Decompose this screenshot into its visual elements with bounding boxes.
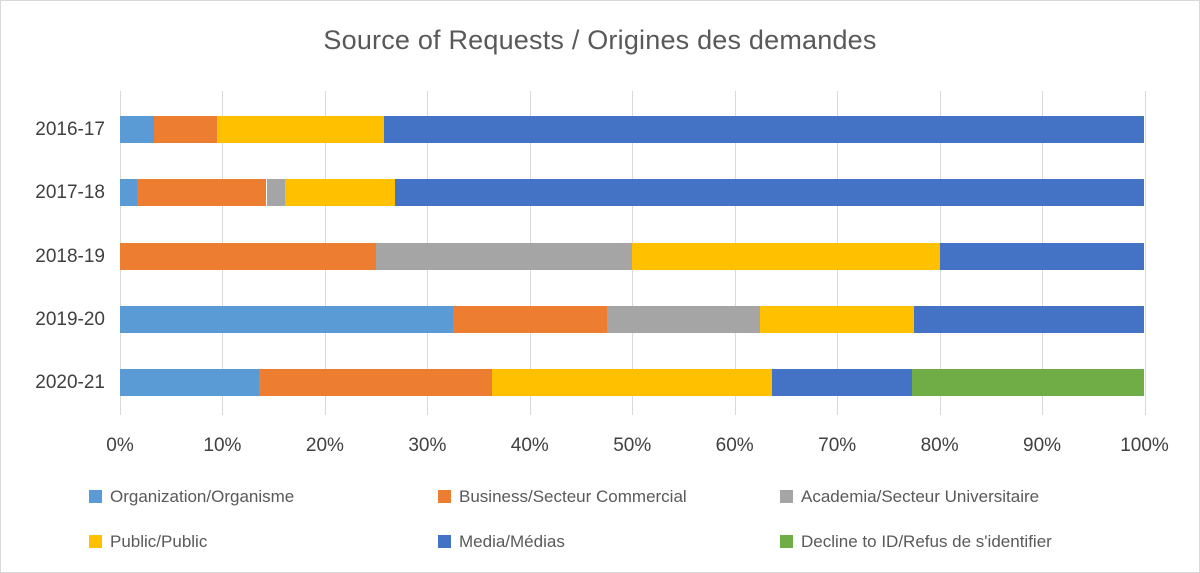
legend-item: Decline to ID/Refus de s'identifier bbox=[780, 533, 1052, 551]
legend-label: Business/Secteur Commercial bbox=[459, 487, 687, 506]
bar-segment bbox=[384, 116, 1145, 143]
bar-segment bbox=[120, 305, 453, 333]
x-axis-tick: 90% bbox=[1023, 435, 1062, 456]
legend-item: Public/Public bbox=[89, 533, 207, 551]
bar-segment bbox=[137, 179, 267, 207]
chart-title: Source of Requests / Origines des demand… bbox=[323, 25, 877, 55]
bar-segment bbox=[120, 116, 154, 143]
legend-item: Business/Secteur Commercial bbox=[438, 488, 687, 506]
bar-segment bbox=[120, 242, 377, 270]
bar-segment bbox=[632, 242, 940, 270]
legend-label: Organization/Organisme bbox=[110, 487, 295, 506]
bar-segment bbox=[259, 369, 492, 396]
bar-segment bbox=[606, 305, 761, 333]
bar-segment bbox=[120, 179, 138, 207]
bar-segment bbox=[913, 305, 1145, 333]
legend-swatch-icon bbox=[780, 490, 793, 503]
x-axis-tick: 40% bbox=[510, 435, 549, 456]
legend-swatch-icon bbox=[89, 535, 102, 548]
legend-label: Academia/Secteur Universitaire bbox=[801, 487, 1040, 506]
x-axis-tick: 20% bbox=[305, 435, 344, 456]
legend-swatch-icon bbox=[438, 490, 451, 503]
legend-swatch-icon bbox=[780, 535, 793, 548]
y-axis-label: 2016-17 bbox=[35, 119, 105, 140]
gridline-100% bbox=[1144, 91, 1146, 415]
bar-segment bbox=[284, 179, 395, 207]
bar-segment bbox=[760, 305, 914, 333]
bar-segment bbox=[394, 179, 1145, 207]
x-axis-tick: 10% bbox=[203, 435, 242, 456]
y-axis-label: 2017-18 bbox=[35, 182, 105, 204]
legend-label: Public/Public bbox=[110, 532, 208, 551]
legend-item: Media/Médias bbox=[438, 533, 565, 551]
x-axis-tick: 0% bbox=[106, 435, 134, 456]
legend-swatch-icon bbox=[89, 490, 102, 503]
x-axis-tick: 50% bbox=[613, 435, 652, 456]
bar-segment bbox=[491, 369, 772, 396]
x-axis-tick: 80% bbox=[920, 435, 959, 456]
bar-segment bbox=[120, 369, 260, 396]
bar-segment bbox=[452, 305, 607, 333]
y-axis-label: 2020-21 bbox=[35, 372, 105, 393]
bar-segment bbox=[153, 116, 218, 143]
legend-label: Media/Médias bbox=[459, 532, 565, 551]
y-axis-label: 2019-20 bbox=[35, 308, 105, 330]
bar-segment bbox=[771, 369, 912, 396]
x-axis-tick: 70% bbox=[818, 435, 857, 456]
bar-segment bbox=[939, 242, 1145, 270]
legend-item: Organization/Organisme bbox=[89, 488, 294, 506]
bar-segment bbox=[911, 369, 1145, 396]
x-axis-tick: 100% bbox=[1120, 435, 1169, 456]
bar-segment bbox=[217, 116, 385, 143]
x-axis-tick: 60% bbox=[715, 435, 754, 456]
legend-label: Decline to ID/Refus de s'identifier bbox=[801, 532, 1052, 551]
bar-segment bbox=[376, 242, 633, 270]
legend-item: Academia/Secteur Universitaire bbox=[780, 488, 1039, 506]
y-axis-label: 2018-19 bbox=[35, 245, 105, 267]
bar-segment bbox=[266, 179, 285, 207]
x-axis-tick: 30% bbox=[408, 435, 447, 456]
legend-swatch-icon bbox=[438, 535, 451, 548]
